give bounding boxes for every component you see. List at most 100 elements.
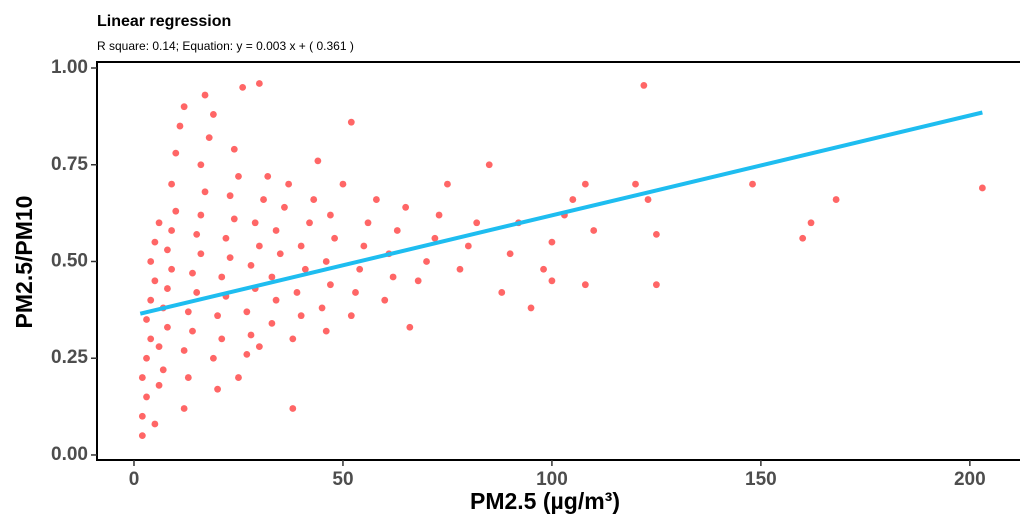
- point: [264, 172, 272, 180]
- point: [201, 91, 209, 99]
- point: [147, 296, 155, 304]
- point: [143, 354, 150, 362]
- point: [306, 219, 313, 227]
- point: [255, 343, 263, 351]
- point: [164, 323, 171, 331]
- point: [527, 304, 535, 312]
- point: [184, 308, 192, 316]
- point: [189, 327, 196, 335]
- point: [444, 180, 451, 188]
- point: [381, 296, 389, 304]
- point: [581, 281, 589, 289]
- point: [285, 180, 293, 188]
- point: [749, 180, 756, 188]
- y-tick-label: 0.25: [51, 347, 88, 368]
- point: [180, 405, 188, 412]
- point: [293, 289, 301, 296]
- point: [235, 172, 242, 180]
- point: [184, 374, 192, 381]
- point: [180, 347, 188, 354]
- point: [331, 234, 338, 242]
- point: [297, 242, 305, 250]
- point: [339, 180, 347, 188]
- point: [247, 261, 255, 269]
- point: [159, 366, 167, 374]
- point: [402, 203, 410, 211]
- point: [138, 432, 146, 440]
- point: [243, 350, 251, 358]
- chart-title: Linear regression: [97, 13, 231, 30]
- x-tick-label: 50: [332, 469, 353, 490]
- point: [143, 316, 150, 323]
- point: [155, 219, 163, 227]
- point: [164, 246, 171, 254]
- point: [281, 203, 288, 211]
- point: [239, 83, 247, 91]
- point: [431, 234, 439, 242]
- point: [251, 219, 259, 227]
- point: [314, 157, 322, 165]
- point: [640, 82, 648, 89]
- point: [168, 227, 176, 234]
- point: [151, 420, 159, 428]
- point: [247, 331, 255, 339]
- point: [151, 238, 159, 246]
- point: [473, 219, 481, 227]
- point: [147, 258, 155, 265]
- point: [255, 80, 263, 87]
- point: [360, 242, 368, 250]
- point: [189, 269, 196, 277]
- point: [289, 405, 297, 412]
- point: [214, 385, 221, 393]
- point: [260, 196, 267, 203]
- x-axis-label: PM2.5 (µg/m³): [470, 488, 620, 514]
- point: [272, 227, 280, 234]
- point: [151, 277, 159, 285]
- point: [214, 312, 221, 320]
- point: [193, 289, 201, 296]
- point: [799, 234, 807, 242]
- point: [268, 273, 276, 281]
- y-axis-label: PM2.5/PM10: [11, 196, 37, 329]
- point: [807, 219, 815, 227]
- point: [506, 250, 514, 258]
- point: [435, 211, 443, 219]
- regression-line: [139, 110, 983, 316]
- point: [155, 381, 163, 389]
- point: [176, 122, 184, 130]
- point: [297, 312, 305, 320]
- point: [193, 230, 201, 238]
- point: [327, 211, 334, 219]
- point: [406, 323, 414, 331]
- point: [243, 308, 251, 316]
- y-tick-label: 0.00: [51, 444, 88, 465]
- point: [389, 273, 397, 281]
- point: [310, 196, 318, 203]
- x-tick-label: 100: [536, 469, 568, 490]
- point: [230, 145, 238, 153]
- point: [168, 180, 176, 188]
- point: [327, 281, 334, 289]
- point: [226, 254, 234, 262]
- point: [255, 242, 263, 250]
- point: [209, 111, 217, 118]
- point: [143, 393, 150, 401]
- point: [172, 149, 180, 157]
- point: [172, 207, 180, 215]
- point: [322, 258, 330, 265]
- point: [372, 196, 380, 203]
- point: [393, 227, 401, 234]
- point: [548, 277, 556, 285]
- point: [222, 234, 230, 242]
- point: [289, 335, 297, 343]
- point: [180, 103, 188, 111]
- point: [423, 258, 430, 265]
- point: [205, 134, 213, 142]
- point: [590, 227, 598, 234]
- point: [235, 374, 242, 381]
- chart-subtitle: R square: 0.14; Equation: y = 0.003 x + …: [97, 39, 354, 53]
- point: [268, 319, 276, 327]
- point: [301, 265, 309, 273]
- point: [653, 230, 660, 238]
